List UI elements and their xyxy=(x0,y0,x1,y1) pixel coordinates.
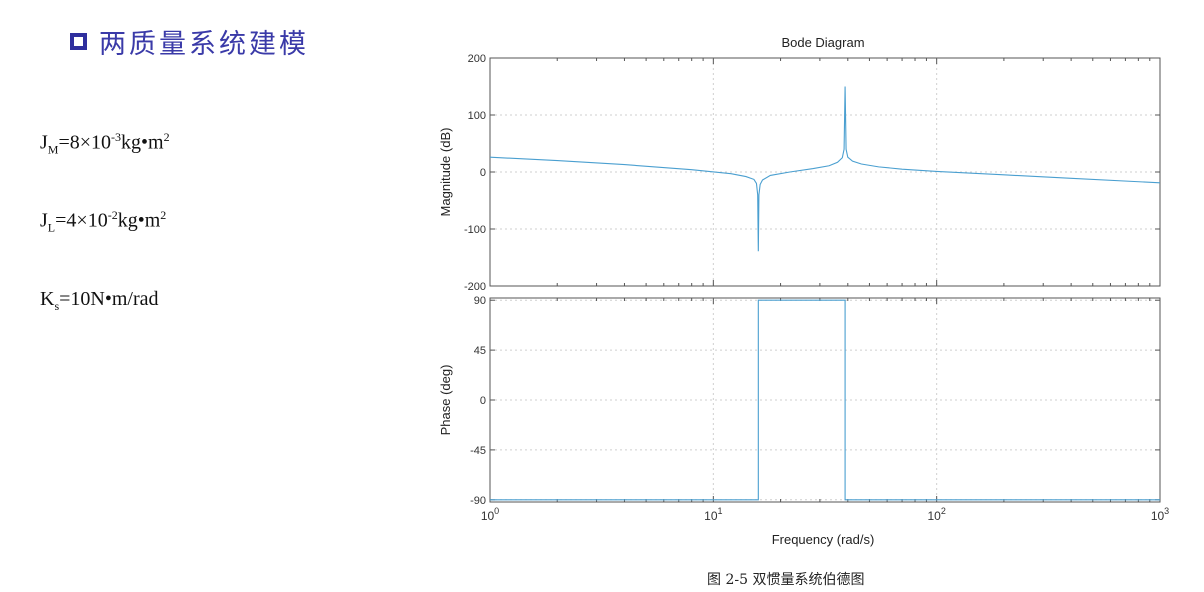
square-bullet-icon xyxy=(70,33,87,50)
jm-subscript: M xyxy=(47,142,59,157)
ks-equation: =10N•m/rad xyxy=(59,288,159,310)
x-tick-label: 101 xyxy=(704,506,722,523)
bode-diagram: Bode Diagram 200 100 0 -100 -200 Magnitude (… xyxy=(438,35,1169,547)
jm-unit-exponent: 2 xyxy=(163,130,170,144)
param-jl: JL=4×10-2kg•m2 xyxy=(40,208,166,236)
x-axis-label: Frequency (rad/s) xyxy=(772,532,875,547)
ph-ytick-label: 0 xyxy=(480,395,486,407)
section-heading: 两质量系统建模 xyxy=(70,22,309,61)
ks-subscript: s xyxy=(54,299,60,313)
mag-ytick-label: 200 xyxy=(468,53,486,65)
mag-ytick-label: 100 xyxy=(468,110,486,122)
jl-equation: =4×10 xyxy=(55,209,108,232)
phase-ylabel: Phase (deg) xyxy=(438,365,453,436)
param-jm: JM=8×10-3kg•m2 xyxy=(40,130,170,158)
jl-unit-exponent: 2 xyxy=(160,208,167,222)
magnitude-series-line xyxy=(489,86,1161,252)
mag-ytick-label: -100 xyxy=(464,224,486,236)
jm-unit: kg•m xyxy=(121,131,164,154)
x-tick-label: 103 xyxy=(1151,506,1169,523)
jl-symbol: J xyxy=(40,209,48,232)
x-tick-labels: 100 101 102 103 xyxy=(481,506,1169,523)
param-ks: Ks=10N•m/rad xyxy=(40,288,159,314)
x-tick-label: 102 xyxy=(927,506,945,523)
magnitude-ylabel: Magnitude (dB) xyxy=(438,128,453,217)
mag-ytick-label: -200 xyxy=(464,281,486,293)
jm-symbol: J xyxy=(40,131,48,154)
jm-equation: =8×10 xyxy=(58,131,112,154)
jm-exponent: -3 xyxy=(111,130,122,144)
ph-ytick-label: 90 xyxy=(474,295,486,307)
magnitude-grid xyxy=(490,58,1160,286)
x-tick-label: 100 xyxy=(481,506,499,523)
heading-text: 两质量系统建模 xyxy=(99,29,309,60)
magnitude-panel: 200 100 0 -100 -200 Magnitude (dB) xyxy=(438,53,1161,293)
figure-caption: 图 2-5 双惯量系统伯德图 xyxy=(707,572,865,588)
ph-ytick-label: 45 xyxy=(474,345,486,357)
phase-panel: 90 45 0 -45 -90 Phase (deg) xyxy=(438,295,1161,507)
magnitude-y-ticks: 200 100 0 -100 -200 xyxy=(464,53,1160,293)
ph-ytick-label: -90 xyxy=(470,495,486,507)
magnitude-x-ticks xyxy=(489,58,1151,286)
phase-series-line xyxy=(490,299,1160,501)
chart-title: Bode Diagram xyxy=(781,35,864,50)
ph-ytick-label: -45 xyxy=(470,445,486,457)
jl-subscript: L xyxy=(47,220,56,235)
mag-ytick-label: 0 xyxy=(480,167,486,179)
jl-exponent: -2 xyxy=(107,208,118,222)
ks-symbol: K xyxy=(40,288,55,310)
jl-unit: kg•m xyxy=(117,209,161,232)
